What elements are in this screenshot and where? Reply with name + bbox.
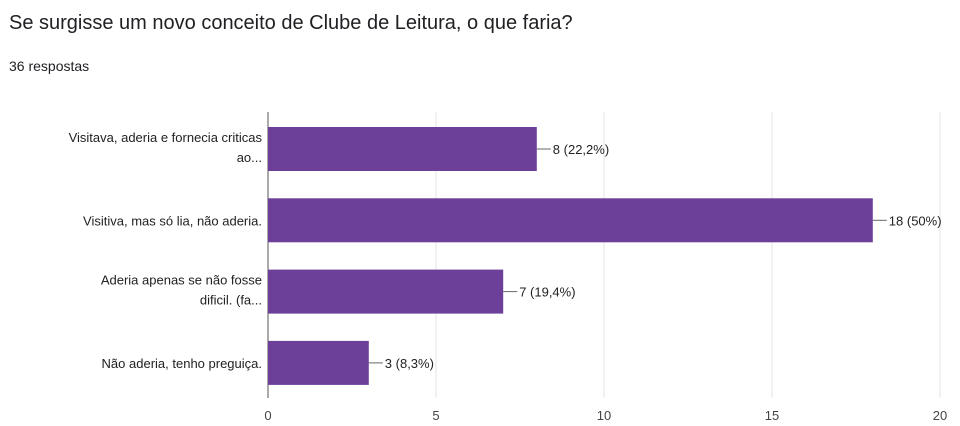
data-label: 8 (22,2%) — [553, 142, 609, 157]
bar — [268, 269, 504, 314]
x-tick-label: 20 — [933, 408, 947, 423]
response-count: 36 respostas — [9, 58, 90, 74]
x-tick-label: 10 — [597, 408, 611, 423]
category-label: Não aderia, tenho preguiça. — [102, 356, 262, 371]
bar — [268, 127, 537, 171]
category-label: Visitiva, mas só lia, não aderia. — [83, 213, 262, 228]
data-label: 3 (8,3%) — [385, 356, 434, 371]
x-tick-label: 15 — [765, 408, 779, 423]
category-label: Aderia apenas se não fosse — [101, 273, 262, 288]
data-label: 18 (50%) — [889, 213, 942, 228]
chart-title: Se surgisse um novo conceito de Clube de… — [9, 12, 573, 34]
bar — [268, 198, 873, 243]
labels: 0 5 10 15 20 8 (22,2%) Visitava, aderia e forn… — [69, 130, 948, 423]
category-label: Visitava, aderia e fornecia criticas — [69, 130, 263, 145]
category-label: dificil. (fa... — [200, 293, 262, 308]
x-tick-label: 0 — [264, 408, 271, 423]
bars — [268, 127, 873, 385]
x-tick-label: 5 — [432, 408, 439, 423]
category-label: ao... — [237, 150, 262, 165]
bar — [268, 340, 369, 385]
data-label: 7 (19,4%) — [519, 285, 575, 300]
